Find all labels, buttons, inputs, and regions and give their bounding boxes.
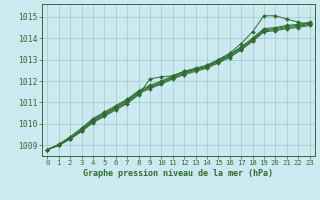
X-axis label: Graphe pression niveau de la mer (hPa): Graphe pression niveau de la mer (hPa)	[84, 169, 273, 178]
